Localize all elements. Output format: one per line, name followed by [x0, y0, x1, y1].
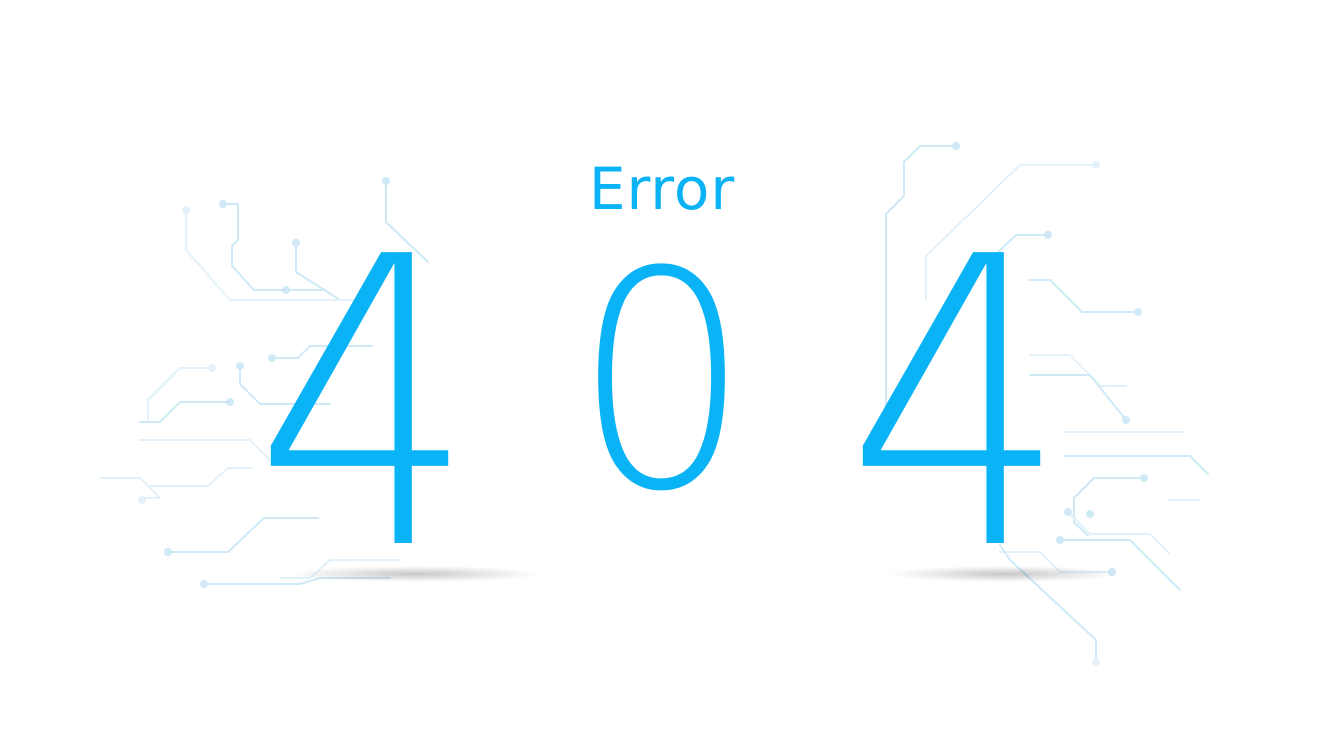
shadow-left: [290, 566, 540, 582]
circuit-right: [885, 142, 1209, 666]
error-label: Error: [588, 155, 736, 223]
error-code-digit-1: 4: [254, 174, 476, 638]
error-code-digit-2: 0: [573, 208, 751, 557]
error-code-digit-3: 4: [846, 174, 1068, 638]
circuit-left: [99, 177, 429, 588]
shadow-right: [890, 566, 1120, 582]
